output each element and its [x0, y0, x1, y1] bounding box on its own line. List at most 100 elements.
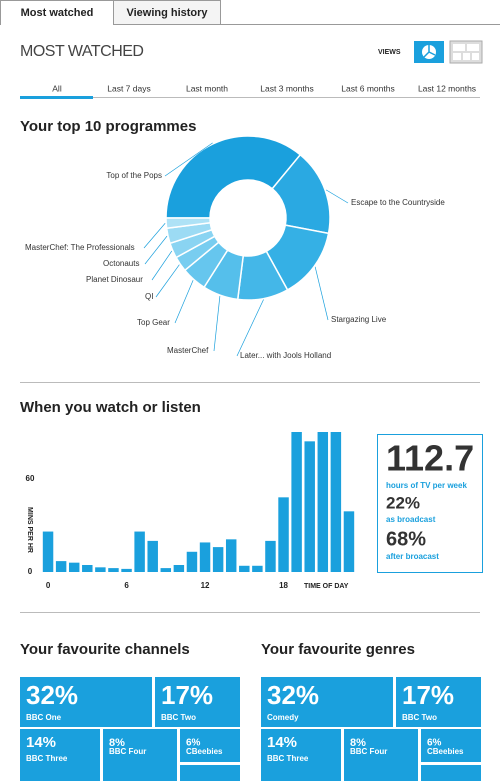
cell-label: BBC One	[26, 713, 62, 722]
donut-slice	[165, 135, 302, 219]
tab-label[interactable]: Most watched	[21, 7, 94, 19]
slice-label: Later... with Jools Holland	[240, 351, 331, 360]
bar	[225, 539, 237, 572]
stat-label: as broadcast	[386, 515, 436, 524]
donut-slice	[165, 217, 212, 230]
page-title: MOST WATCHED	[20, 43, 143, 60]
cell-value: 32%	[267, 680, 319, 710]
views-label: VIEWS	[378, 49, 401, 56]
cell-label: BBC Two	[161, 713, 196, 722]
leader-line	[314, 266, 329, 321]
leader-line	[143, 222, 166, 249]
cell-label: CBeebies	[427, 747, 464, 756]
section-title: Your favourite genres	[261, 641, 415, 658]
cell-value: 14%	[267, 734, 297, 751]
bar	[212, 547, 224, 572]
y-tick-label: 60	[26, 474, 35, 483]
y-axis-label: MINS PER HR	[26, 507, 33, 553]
pie-icon-lines	[423, 45, 436, 58]
slice-label: Top Gear	[137, 318, 170, 327]
cell-label: BBC Four	[350, 747, 387, 756]
cell-label: BBC Two	[402, 713, 437, 722]
cell-label: BBC Four	[109, 747, 146, 756]
filter-tab[interactable]: Last month	[186, 83, 228, 93]
x-tick-label: 18	[279, 581, 288, 590]
slice-label: Octonauts	[103, 259, 139, 268]
cell-value: 6%	[186, 738, 201, 749]
stat-broadcast: 22%	[386, 493, 420, 512]
bar	[147, 540, 158, 572]
x-axis-label: TIME OF DAY	[304, 583, 349, 590]
slice-label: Escape to the Countryside	[351, 198, 445, 207]
leader-line	[164, 142, 213, 177]
bar	[304, 441, 315, 572]
bar	[278, 497, 289, 572]
bar	[95, 567, 106, 572]
slice-label: MasterChef	[167, 346, 209, 355]
grid-icon	[453, 44, 479, 60]
treemap-cell	[396, 677, 481, 727]
cell-value: 17%	[402, 680, 454, 710]
leader-line	[155, 264, 180, 298]
bar	[317, 432, 329, 572]
filter-tab[interactable]: Last 7 days	[107, 83, 150, 93]
tab[interactable]	[113, 0, 221, 25]
bar	[121, 568, 132, 572]
treemap-cell	[103, 729, 177, 781]
tab-label[interactable]: Viewing history	[126, 7, 208, 19]
treemap-cell	[180, 729, 240, 762]
bar	[108, 568, 119, 572]
bar	[291, 432, 302, 572]
tab-active[interactable]	[0, 0, 114, 25]
bar	[42, 531, 54, 572]
treemap-cell	[155, 677, 240, 727]
treemap-cell	[20, 729, 100, 781]
treemap-cell	[261, 729, 341, 781]
cell-value: 8%	[109, 737, 125, 749]
filter-tab[interactable]: Last 3 months	[260, 83, 313, 93]
stat-hours: 112.7	[386, 438, 474, 479]
stat-after: 68%	[386, 528, 426, 550]
slice-label: Stargazing Live	[331, 315, 387, 324]
leader-line	[213, 296, 221, 352]
slice-label: Top of the Pops	[106, 171, 162, 180]
cell-value: 6%	[427, 738, 442, 749]
treemap-cell	[20, 677, 152, 727]
bar	[55, 561, 67, 572]
cell-value: 14%	[26, 734, 56, 751]
bar	[265, 540, 276, 572]
bar	[160, 568, 172, 572]
cell-value: 8%	[350, 737, 366, 749]
filter-tab[interactable]: Last 6 months	[341, 83, 394, 93]
y-tick-label: 0	[28, 567, 33, 576]
treemap-cell-small	[180, 765, 240, 781]
stat-label: after broacast	[386, 552, 439, 561]
bar	[173, 565, 185, 572]
filter-tab[interactable]: Last 12 months	[418, 83, 476, 93]
bar	[82, 565, 93, 572]
cell-value: 32%	[26, 680, 78, 710]
bar	[252, 565, 263, 572]
section-title: Your top 10 programmes	[20, 118, 196, 135]
cell-label: Comedy	[267, 713, 299, 722]
bar	[330, 432, 342, 572]
treemap-cell	[421, 729, 481, 762]
treemap-cell	[344, 729, 418, 781]
bar	[186, 551, 198, 572]
section-title: When you watch or listen	[20, 399, 201, 416]
leader-line	[174, 280, 194, 324]
bar	[199, 542, 211, 572]
leader-line	[325, 189, 349, 204]
x-tick-label: 0	[46, 581, 51, 590]
filter-tab[interactable]: All	[52, 83, 62, 93]
slice-label: QI	[145, 292, 153, 301]
cell-label: CBeebies	[186, 747, 223, 756]
stat-label: hours of TV per week	[386, 481, 467, 490]
slice-label: Planet Dinosaur	[86, 275, 143, 284]
stats-box	[377, 434, 483, 573]
cell-value: 17%	[161, 680, 213, 710]
treemap-cell	[261, 677, 393, 727]
bar	[68, 562, 80, 572]
bar	[343, 511, 355, 572]
x-tick-label: 12	[201, 581, 210, 590]
